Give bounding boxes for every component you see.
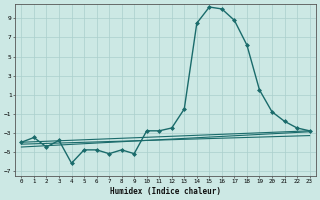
X-axis label: Humidex (Indice chaleur): Humidex (Indice chaleur) — [110, 187, 221, 196]
